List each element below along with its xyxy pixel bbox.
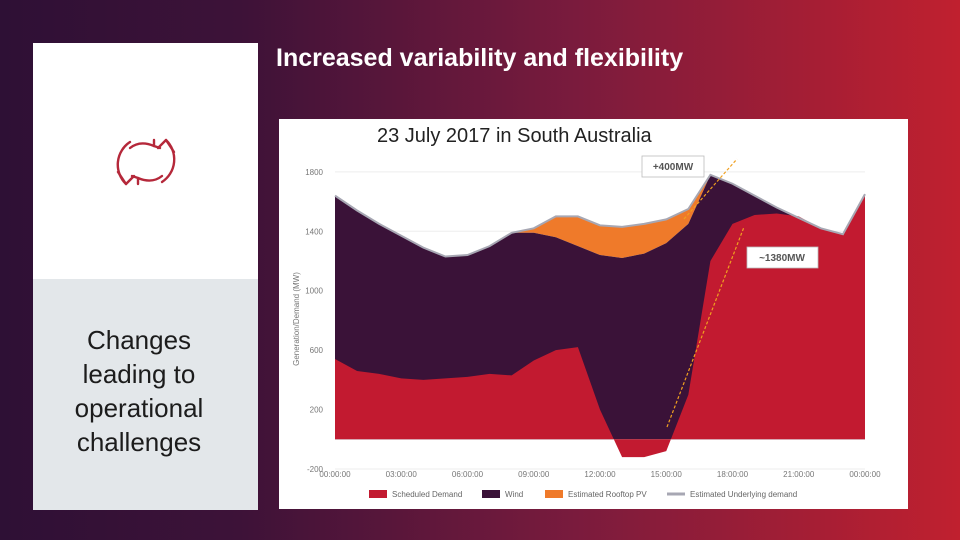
x-tick-label: 21:00:00: [783, 470, 815, 479]
icon-panel: [33, 43, 258, 279]
y-axis-label: Generation/Demand (MW): [292, 272, 301, 366]
x-tick-label: 09:00:00: [518, 470, 550, 479]
annotation-label: ~1380MW: [759, 253, 805, 264]
y-tick-label: 1400: [305, 227, 323, 236]
series-line-underlying-demand: [334, 173, 866, 258]
annotation-box: [641, 155, 705, 178]
legend-swatch: [482, 490, 500, 498]
chart-subtitle: 23 July 2017 in South Australia: [377, 125, 652, 147]
y-tick-label: -200: [307, 465, 324, 474]
x-tick-label: 06:00:00: [452, 470, 484, 479]
caption-panel: [33, 279, 258, 510]
legend-label: Scheduled Demand: [392, 490, 462, 499]
annotation-label: +400MW: [653, 162, 694, 173]
slide-title: Increased variability and flexibility: [276, 44, 684, 72]
x-tick-label: 00:00:00: [319, 470, 351, 479]
legend-label: Estimated Rooftop PV: [568, 490, 647, 499]
x-tick-label: 18:00:00: [717, 470, 749, 479]
y-tick-label: 1000: [305, 287, 323, 296]
series-area-scheduled-demand: [335, 194, 865, 458]
slide-caption: Changes leading to operational challenge…: [74, 325, 204, 457]
legend-label: Estimated Underlying demand: [690, 490, 797, 499]
legend-label: Wind: [505, 490, 523, 499]
annotation-arrow: [666, 226, 745, 428]
y-tick-label: 1800: [305, 168, 323, 177]
area-chart: -200 200 600 1000 1400 1800 00:00:00 03:00:00 0…: [292, 155, 881, 499]
y-tick-label: 600: [310, 346, 324, 355]
refresh-cycle-icon: [116, 138, 176, 186]
x-tick-label: 12:00:00: [584, 470, 616, 479]
annotation-arrow: [683, 158, 738, 220]
x-tick-label: 15:00:00: [651, 470, 683, 479]
x-tick-label: 03:00:00: [386, 470, 418, 479]
annotation-box: [746, 246, 819, 269]
legend-swatch: [369, 490, 387, 498]
x-tick-label: 00:00:00: [849, 470, 881, 479]
y-tick-label: 200: [310, 406, 324, 415]
series-area-rooftop-pv: [335, 174, 865, 259]
legend-swatch: [545, 490, 563, 498]
